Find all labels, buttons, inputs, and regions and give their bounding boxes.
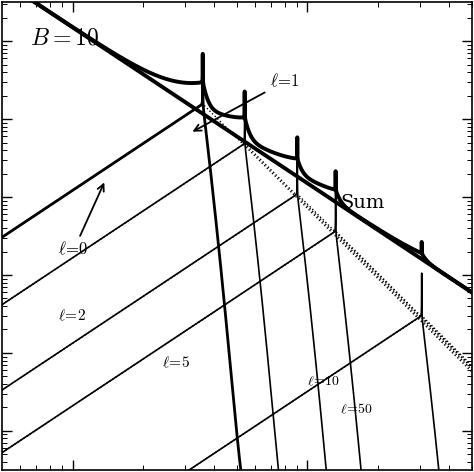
Text: $\ell\!=\!0$: $\ell\!=\!0$ xyxy=(58,184,104,259)
Text: $B=10$: $B=10$ xyxy=(30,25,100,49)
Text: Sum: Sum xyxy=(340,194,385,212)
Text: $\ell\!=\!2$: $\ell\!=\!2$ xyxy=(58,308,86,323)
Text: $\ell\!=\!50$: $\ell\!=\!50$ xyxy=(340,403,373,417)
Text: $\ell\!=\!1$: $\ell\!=\!1$ xyxy=(194,73,300,131)
Text: $\ell\!=\!5$: $\ell\!=\!5$ xyxy=(162,354,190,370)
Text: $\ell\!=\!10$: $\ell\!=\!10$ xyxy=(308,375,340,389)
